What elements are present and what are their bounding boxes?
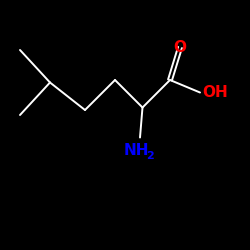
Text: OH: OH bbox=[202, 85, 228, 100]
Text: 2: 2 bbox=[146, 151, 154, 161]
Text: O: O bbox=[174, 40, 186, 55]
Text: NH: NH bbox=[124, 142, 149, 158]
